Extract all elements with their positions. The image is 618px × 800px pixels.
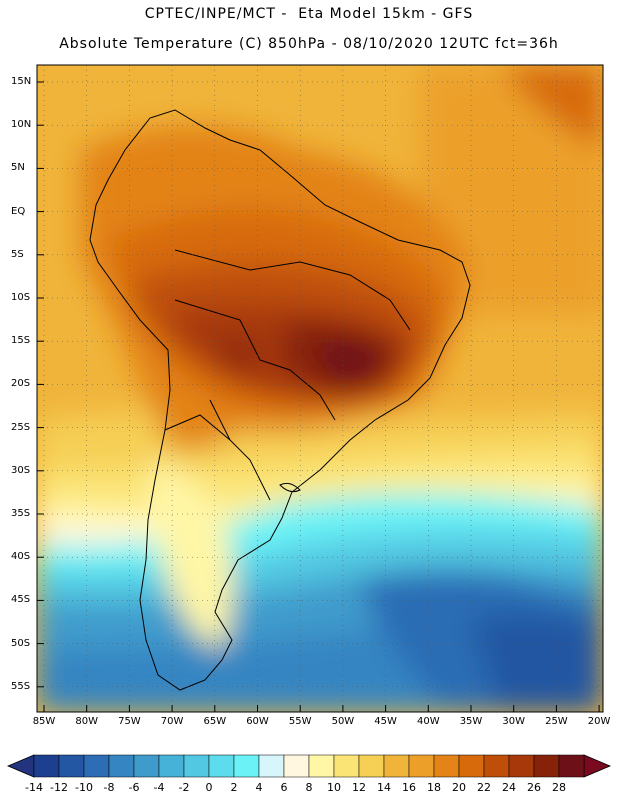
map-subtitle: Absolute Temperature (C) 850hPa - 08/10/… [59,36,559,52]
lon-label: 25W [545,716,568,727]
colorbar [6,754,612,778]
colorbar-swatch [183,754,210,778]
colorbar-swatch [558,754,585,778]
colorbar-swatch [458,754,485,778]
lat-label: 50S [11,637,31,649]
lat-label: 45S [11,594,31,606]
map-frame [36,64,604,713]
colorbar-label: -10 [75,781,93,794]
colorbar-swatch [208,754,235,778]
lon-label: 75W [118,716,141,727]
colorbar-swatch [133,754,160,778]
lat-label: 5S [11,248,24,260]
colorbar-label: 2 [230,781,238,794]
colorbar-swatch [158,754,185,778]
colorbar-label: 20 [452,781,466,794]
colorbar-swatch [58,754,85,778]
colorbar-high-arrow [583,754,612,778]
lat-label: 35S [11,508,31,519]
lat-label: EQ [11,205,26,217]
colorbar-swatch [483,754,510,778]
colorbar-swatch [33,754,60,778]
lon-label: 85W [32,716,56,727]
colorbar-label: 6 [280,781,288,794]
colorbar-swatch [533,754,560,778]
colorbar-swatch [233,754,260,778]
temperature-field [37,65,603,712]
lat-label: 40S [11,551,31,563]
colorbar-label: 0 [205,781,213,794]
lon-label: 20W [587,716,611,727]
lat-label: 25S [11,421,31,433]
lat-label: 10S [11,292,31,303]
colorbar-swatch [308,754,335,778]
lat-label: 30S [11,464,31,476]
border-line-3 [209,399,271,501]
coastline [89,109,471,691]
colorbar-swatch [358,754,385,778]
colorbar-swatch [408,754,435,778]
colorbar-swatch [508,754,535,778]
colorbar-label: 18 [427,781,441,794]
border-line-1 [174,249,411,331]
colorbar-label: 10 [327,781,341,794]
colorbar-label: 28 [552,781,566,794]
colorbar-swatch [333,754,360,778]
lat-label: 55S [11,680,31,692]
field-bolivia-hotspot [225,345,255,365]
colorbar-swatch [383,754,410,778]
map-title: CPTEC/INPE/MCT - Eta Model 15km - GFS [144,6,474,22]
field-patagonia-warm-tongue [150,460,234,650]
colorbar-swatch [258,754,285,778]
lat-label: 20S [11,378,31,390]
field-coldest-core [470,612,603,712]
field-continent-28 [320,339,385,382]
colorbar-label: -14 [25,781,43,794]
colorbar-label: 8 [305,781,313,794]
colorbar-label: -8 [103,781,115,794]
lon-label: 30W [502,716,525,727]
colorbar-label: 22 [477,781,491,794]
lon-label: 50W [331,716,355,727]
border-line-4 [164,414,231,441]
colorbar-low-arrow [6,754,35,778]
colorbar-label: 24 [502,781,516,794]
lon-label: 80W [75,716,98,727]
colorbar-label: -2 [178,781,190,794]
lon-label: 65W [203,716,227,727]
colorbar-label: 12 [352,781,366,794]
lon-label: 35W [459,716,483,727]
lon-label: 40W [416,716,440,727]
colorbar-swatch [433,754,460,778]
lat-label: 15N [11,76,32,87]
colorbar-swatch [283,754,310,778]
colorbar-label: -4 [153,781,165,794]
colorbar-label: 26 [527,781,541,794]
lat-label: 15S [11,335,31,347]
colorbar-label: -6 [128,781,140,794]
grid-lines [37,65,603,712]
lon-label: 60W [246,716,269,727]
lat-label: 10N [11,119,32,131]
lon-label: 55W [288,716,312,727]
border-line-2 [174,299,336,421]
colorbar-label: -12 [50,781,68,794]
colorbar-label: 14 [377,781,391,794]
continent-outline [89,109,471,691]
lon-label: 45W [374,716,397,727]
colorbar-label: 16 [402,781,416,794]
field-hot-northeast-corner [500,65,603,150]
lat-label: 5N [11,162,25,174]
colorbar-swatch [83,754,110,778]
lon-label: 70W [160,716,184,727]
colorbar-label: 4 [255,781,263,794]
colorbar-swatch [108,754,135,778]
